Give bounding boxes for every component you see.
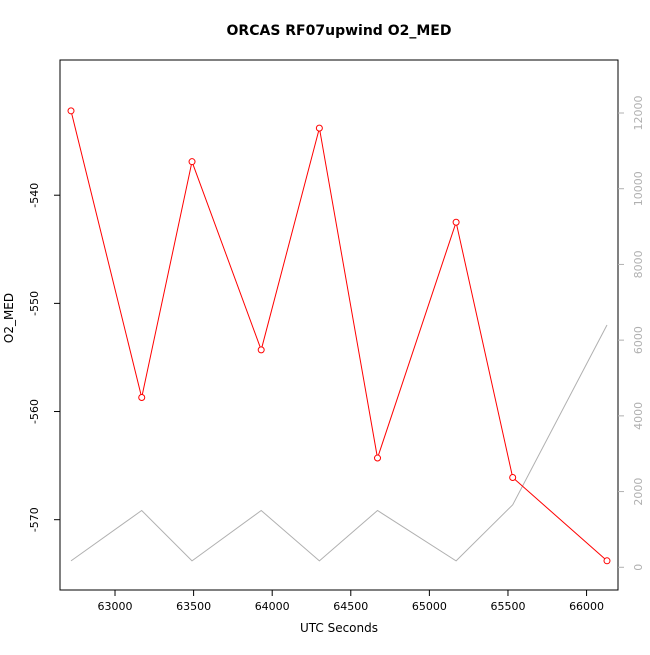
o2-med-data-point	[315, 124, 323, 132]
x-axis: 63000 63500 64000 64500 65000 65500 66000	[98, 590, 604, 613]
y2-tick-label: 8000	[632, 250, 645, 278]
y-tick-label: -570	[28, 507, 41, 532]
o2-med-series-line	[70, 110, 608, 562]
y-tick-label: -550	[28, 291, 41, 316]
o2-med-data-point	[509, 474, 517, 482]
series-layer	[67, 107, 611, 565]
chart-title: ORCAS RF07upwind O2_MED	[227, 23, 452, 39]
o2-med-data-point	[188, 158, 196, 166]
y-axis-right: 0 2000 4000 6000 8000 10000 12000	[618, 96, 645, 571]
o2-med-data-point	[67, 107, 75, 115]
y2-tick-label: 10000	[632, 171, 645, 206]
o2-med-data-point	[257, 346, 265, 354]
o2-med-data-point	[452, 218, 460, 226]
x-tick-label: 65500	[490, 600, 525, 613]
x-tick-label: 66000	[569, 600, 604, 613]
y2-tick-label: 2000	[632, 478, 645, 506]
y-axis-left: -540 -550 -560 -570	[28, 183, 60, 532]
x-tick-label: 63500	[176, 600, 211, 613]
o2-med-data-point	[374, 454, 382, 462]
y2-tick-label: 6000	[632, 326, 645, 354]
x-tick-label: 64000	[255, 600, 290, 613]
y-axis-label: O2_MED	[2, 293, 16, 343]
o2-med-data-point	[603, 557, 611, 565]
y-tick-label: -560	[28, 399, 41, 424]
x-tick-label: 65000	[412, 600, 447, 613]
y2-tick-label: 0	[632, 564, 645, 571]
y2-tick-label: 4000	[632, 402, 645, 430]
x-tick-label: 63000	[98, 600, 133, 613]
x-axis-label: UTC Seconds	[300, 621, 378, 635]
o2-med-data-point	[138, 393, 146, 401]
x-tick-label: 64500	[333, 600, 368, 613]
y2-tick-label: 12000	[632, 96, 645, 131]
secondary-series-line	[70, 324, 608, 562]
y-tick-label: -540	[28, 183, 41, 208]
plot-frame	[59, 59, 619, 591]
